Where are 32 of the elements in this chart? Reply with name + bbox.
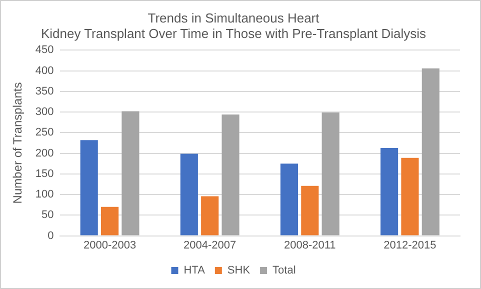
y-tick-label: 300: [35, 106, 54, 118]
bar: [100, 206, 119, 236]
bar: [122, 111, 140, 236]
y-tick-label: 100: [35, 188, 54, 201]
y-tick-label: 400: [35, 64, 54, 77]
y-tick-label: 150: [35, 168, 54, 180]
bar: [322, 112, 340, 236]
y-tick-label: 250: [35, 126, 54, 139]
x-tick-label: 2004-2007: [184, 239, 236, 252]
bar: [401, 158, 419, 236]
bar: [180, 154, 198, 236]
bar: [380, 148, 398, 236]
bar: [201, 196, 219, 236]
y-tick-label: 50: [42, 209, 54, 222]
text: Kidney Transplant Over Time in Those with Pre-Transplant Dialysis: [40, 26, 426, 41]
bar: [222, 114, 240, 236]
legend-label: SHK: [227, 264, 251, 277]
y-tick-label: 350: [35, 85, 54, 98]
bar: [422, 68, 440, 236]
y-axis-title: Number of Transplants: [10, 82, 25, 204]
text: Trends in Simultaneous Heart: [148, 10, 320, 26]
y-tick-label: 200: [35, 147, 54, 160]
y-tick-label: 0: [48, 230, 54, 242]
legend-label: HTA: [184, 264, 206, 277]
x-tick-label: 2012-2015: [384, 239, 436, 252]
y-tick-label: 450: [35, 44, 54, 56]
bar: [280, 164, 298, 236]
x-tick-label: 2000-2003: [83, 239, 136, 252]
bar: [301, 186, 319, 236]
x-tick-label: 2008-2011: [284, 239, 336, 252]
legend-label: Total: [272, 264, 296, 277]
bar: [80, 140, 98, 236]
